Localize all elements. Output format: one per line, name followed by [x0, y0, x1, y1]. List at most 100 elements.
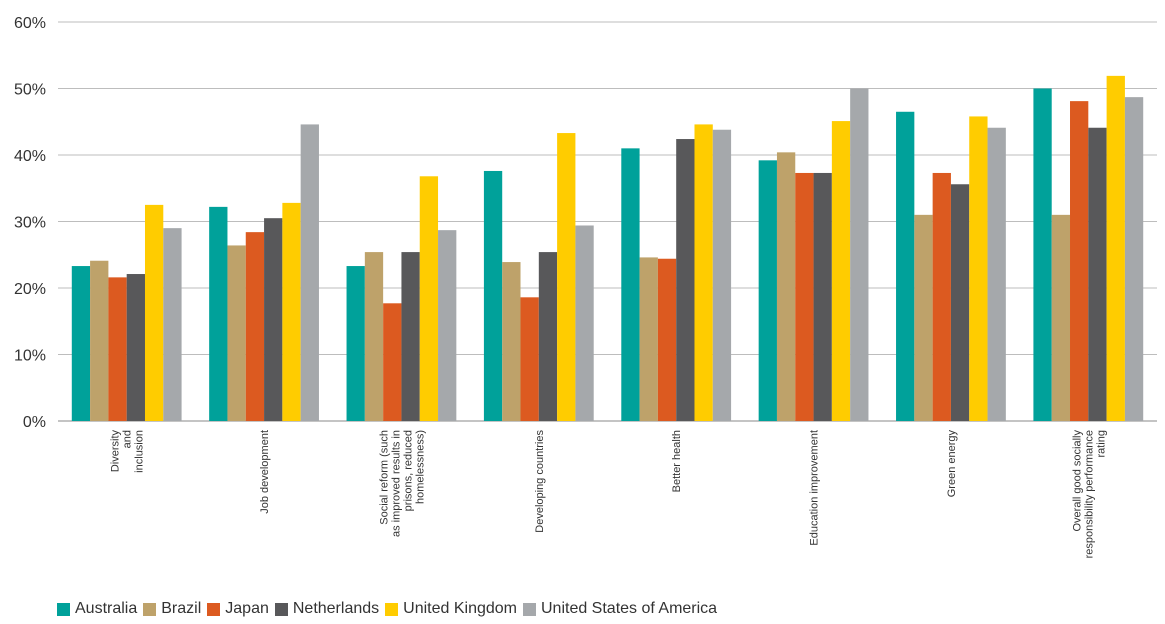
x-tick-label: Better health — [671, 430, 683, 492]
x-tick-label: Social reform (suchas improved results i… — [378, 430, 426, 537]
legend-label: Netherlands — [292, 600, 380, 617]
legend-item: United Kingdom — [385, 600, 517, 618]
bar — [108, 277, 127, 421]
bar — [282, 202, 301, 421]
bar — [144, 204, 164, 421]
bar — [401, 252, 420, 421]
legend-item: Japan — [207, 600, 269, 618]
bar — [676, 139, 695, 422]
bar — [1088, 127, 1107, 422]
x-tick-label-line: prisons, reduced — [402, 430, 414, 511]
y-tick-label: 60% — [14, 15, 46, 32]
y-tick-label: 50% — [14, 82, 46, 99]
bar — [932, 172, 951, 421]
legend-label: Brazil — [161, 600, 202, 617]
x-tick-label: Developing countries — [534, 430, 546, 533]
bar — [1124, 97, 1144, 421]
bar — [776, 152, 796, 421]
bar — [264, 218, 283, 421]
x-axis-ticks: Diversityandinclusion Job development Soci… — [110, 430, 1108, 559]
bar — [987, 127, 1006, 422]
legend-label: Australia — [75, 600, 138, 617]
bar — [694, 124, 713, 421]
y-tick-label: 20% — [14, 281, 46, 298]
x-tick-label-line: Better health — [671, 430, 683, 492]
x-tick-label-line: Diversity — [110, 430, 122, 473]
bar — [950, 184, 970, 421]
y-tick-label: 30% — [14, 215, 46, 232]
bar — [1070, 101, 1089, 421]
bar — [71, 266, 91, 421]
x-tick-label-line: Developing countries — [534, 430, 546, 533]
bar — [126, 274, 145, 421]
bar — [502, 262, 521, 421]
bar — [657, 258, 677, 421]
y-tick-label: 40% — [14, 148, 46, 165]
bar — [813, 172, 832, 421]
bar — [483, 170, 503, 421]
y-axis-ticks: 0% 10% 20% 30% 40% 50% 60% — [14, 15, 46, 431]
bar — [90, 260, 109, 421]
legend-item: Brazil — [143, 600, 201, 618]
x-tick-label: Overall good sociallyresponsibility perf… — [1071, 430, 1107, 559]
legend-swatch — [57, 602, 70, 616]
bar — [896, 111, 915, 422]
x-tick-label-line: Education improvement — [809, 430, 821, 546]
bar — [364, 252, 384, 421]
bar — [538, 252, 558, 421]
bar — [914, 214, 933, 421]
bar — [346, 266, 365, 421]
bar-chart: 0% 10% 20% 30% 40% 50% 60% Diversityandinclusi… — [14, 15, 1157, 559]
bar — [209, 206, 228, 421]
bar — [1051, 214, 1071, 421]
bar — [1106, 75, 1125, 422]
bar — [1033, 88, 1052, 421]
legend-swatch — [207, 602, 221, 616]
legend-swatch — [385, 602, 399, 616]
legend-label: Japan — [225, 600, 269, 617]
legend-swatch — [143, 602, 157, 616]
bar — [795, 172, 814, 421]
bar — [227, 245, 246, 421]
bar — [758, 160, 777, 421]
x-tick-label: Job development — [259, 430, 271, 514]
legend-item: United States of America — [522, 600, 718, 618]
bar — [969, 116, 988, 422]
bar — [712, 129, 732, 422]
y-tick-label: 0% — [23, 414, 46, 431]
legend: Australia Brazil Japan Netherlands United Ki… — [57, 600, 723, 618]
legend-swatch — [522, 602, 536, 616]
x-tick-label: Green energy — [946, 430, 958, 498]
bar — [850, 88, 869, 421]
legend-label: United States of America — [540, 600, 718, 617]
bar — [163, 228, 182, 421]
bar — [419, 176, 439, 421]
bar — [621, 148, 640, 421]
x-tick-label-line: responsibility performance — [1083, 430, 1095, 558]
bar — [575, 225, 594, 421]
legend-item: Netherlands — [274, 600, 380, 618]
legend-item: Australia — [57, 600, 137, 618]
bars — [71, 75, 1144, 422]
bar — [438, 230, 457, 421]
x-tick-label-line: Job development — [259, 430, 271, 514]
x-tick-label-line: inclusion — [134, 430, 146, 473]
x-tick-label-line: Social reform (such — [378, 430, 390, 525]
x-tick-label-line: as improved results in — [390, 430, 402, 537]
x-tick-label: Education improvement — [809, 430, 821, 546]
y-tick-label: 10% — [14, 348, 46, 365]
bar — [557, 133, 576, 421]
x-tick-label-line: and — [122, 430, 134, 448]
bar — [831, 121, 851, 421]
bar — [383, 303, 402, 421]
bar — [639, 257, 658, 421]
bar — [520, 297, 539, 421]
x-tick-label-line: rating — [1095, 430, 1107, 458]
bar — [245, 232, 265, 421]
legend-swatch — [274, 602, 288, 616]
x-tick-label-line: Green energy — [946, 430, 958, 498]
bar — [300, 124, 319, 421]
x-tick-label-line: Overall good socially — [1071, 430, 1083, 532]
legend-label: United Kingdom — [403, 600, 517, 617]
